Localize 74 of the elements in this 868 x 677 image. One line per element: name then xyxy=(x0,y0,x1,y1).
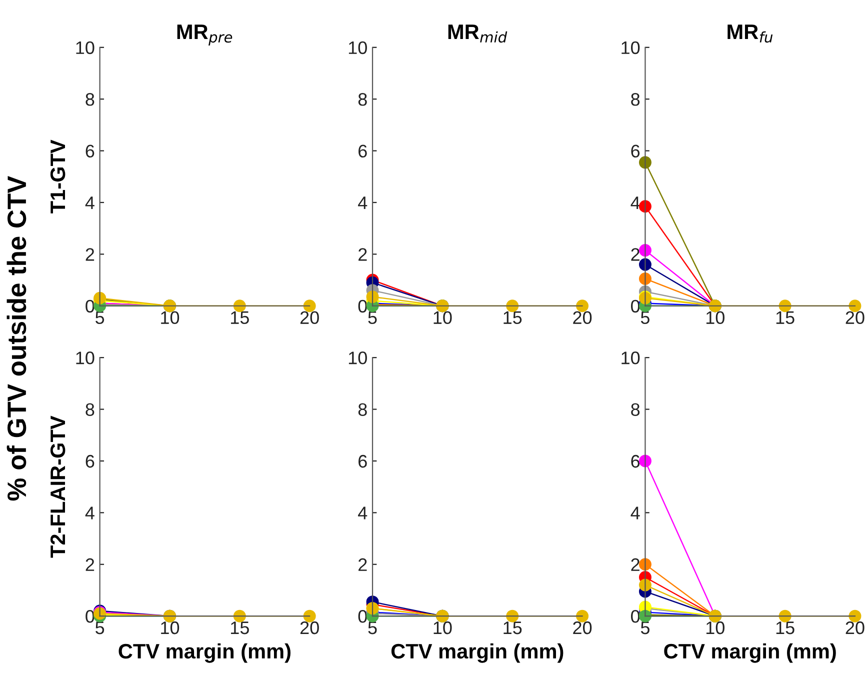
y-tick-label: 0 xyxy=(358,300,367,313)
point xyxy=(638,454,652,468)
point xyxy=(778,610,792,622)
x-tick-label: 20 xyxy=(573,621,592,634)
y-axis-title: T1-GTV xyxy=(50,140,66,214)
y-tick-label: 8 xyxy=(358,93,367,106)
x-tick-label: 10 xyxy=(434,621,452,634)
y-axis-title: T2-FLAIR-GTV xyxy=(50,416,66,558)
y-tick-label: 8 xyxy=(358,403,367,416)
chart-title: MR$_{mid}$ xyxy=(448,24,508,43)
y-tick-label: 8 xyxy=(86,93,94,106)
x-tick-label: 10 xyxy=(161,621,180,634)
x-tick-label: 10 xyxy=(706,311,724,324)
x-tick-label: 15 xyxy=(776,311,794,324)
y-tick-label: 8 xyxy=(86,403,94,416)
chart-title: MR$_{pre}$ xyxy=(177,24,232,46)
x-tick-label: 15 xyxy=(231,311,249,324)
y-tick-label: 2 xyxy=(358,558,367,571)
x-tick-label: 15 xyxy=(776,622,794,634)
chart-title: MR$_{fu}$ xyxy=(728,24,773,43)
y-tick-label: 6 xyxy=(86,454,94,468)
y-tick-label: 6 xyxy=(358,454,367,468)
x-tick-label: 5 xyxy=(368,622,377,634)
point xyxy=(638,200,652,213)
y-tick-label: 0 xyxy=(86,300,94,313)
x-tick-label: 10 xyxy=(161,311,180,324)
y-tick-label: 2 xyxy=(86,558,94,571)
x-tick-label: 5 xyxy=(368,311,377,324)
y-tick-label: 4 xyxy=(630,506,640,520)
x-tick-label: 5 xyxy=(640,622,650,634)
y-tick-label: 2 xyxy=(86,248,94,261)
y-tick-label: 0 xyxy=(631,300,640,313)
x-tick-label: 5 xyxy=(96,311,104,324)
text: % of GTV outside the CTV xyxy=(6,176,26,501)
y-tick-label: 6 xyxy=(358,144,367,158)
y-tick-label: 6 xyxy=(86,144,94,158)
y-tick-label: 8 xyxy=(631,93,640,106)
y-tick-label: 2 xyxy=(358,248,367,261)
x-tick-label: 20 xyxy=(300,621,319,634)
point xyxy=(638,244,652,257)
y-tick-label: 4 xyxy=(630,196,640,210)
y-tick-label: 10 xyxy=(622,41,640,54)
y-tick-label: 6 xyxy=(631,454,640,468)
x-axis-title: CTV margin (mm) xyxy=(391,643,564,663)
y-tick-label: 4 xyxy=(85,506,94,520)
x-axis-title: CTV margin (mm) xyxy=(664,643,836,663)
x-tick-label: 15 xyxy=(231,622,249,634)
y-tick-label: 2 xyxy=(631,558,640,571)
y-tick-label: 4 xyxy=(358,196,368,210)
x-tick-label: 20 xyxy=(573,311,592,324)
y-tick-label: 10 xyxy=(76,41,94,54)
y-tick-label: 8 xyxy=(631,403,640,416)
y-tick-label: 6 xyxy=(631,144,640,158)
y-tick-label: 10 xyxy=(76,352,94,364)
x-tick-label: 15 xyxy=(504,622,522,634)
x-tick-label: 15 xyxy=(504,311,522,324)
y-tick-label: 4 xyxy=(85,196,94,210)
y-tick-label: 2 xyxy=(631,248,640,261)
y-tick-label: 0 xyxy=(86,610,94,623)
y-tick-label: 10 xyxy=(622,352,640,364)
x-tick-label: 10 xyxy=(706,621,724,634)
x-tick-label: 20 xyxy=(300,311,319,324)
y-tick-label: 4 xyxy=(358,506,368,520)
x-tick-label: 5 xyxy=(640,311,650,324)
x-tick-label: 20 xyxy=(846,311,864,324)
x-tick-label: 10 xyxy=(434,311,452,324)
y-tick-label: 10 xyxy=(348,41,367,54)
y-tick-label: 0 xyxy=(358,610,367,623)
point xyxy=(638,558,652,571)
y-tick-label: 10 xyxy=(348,352,367,364)
y-tick-label: 0 xyxy=(631,610,640,623)
x-tick-label: 5 xyxy=(96,622,104,634)
x-axis-title: CTV margin (mm) xyxy=(118,643,290,663)
x-tick-label: 20 xyxy=(846,621,864,634)
